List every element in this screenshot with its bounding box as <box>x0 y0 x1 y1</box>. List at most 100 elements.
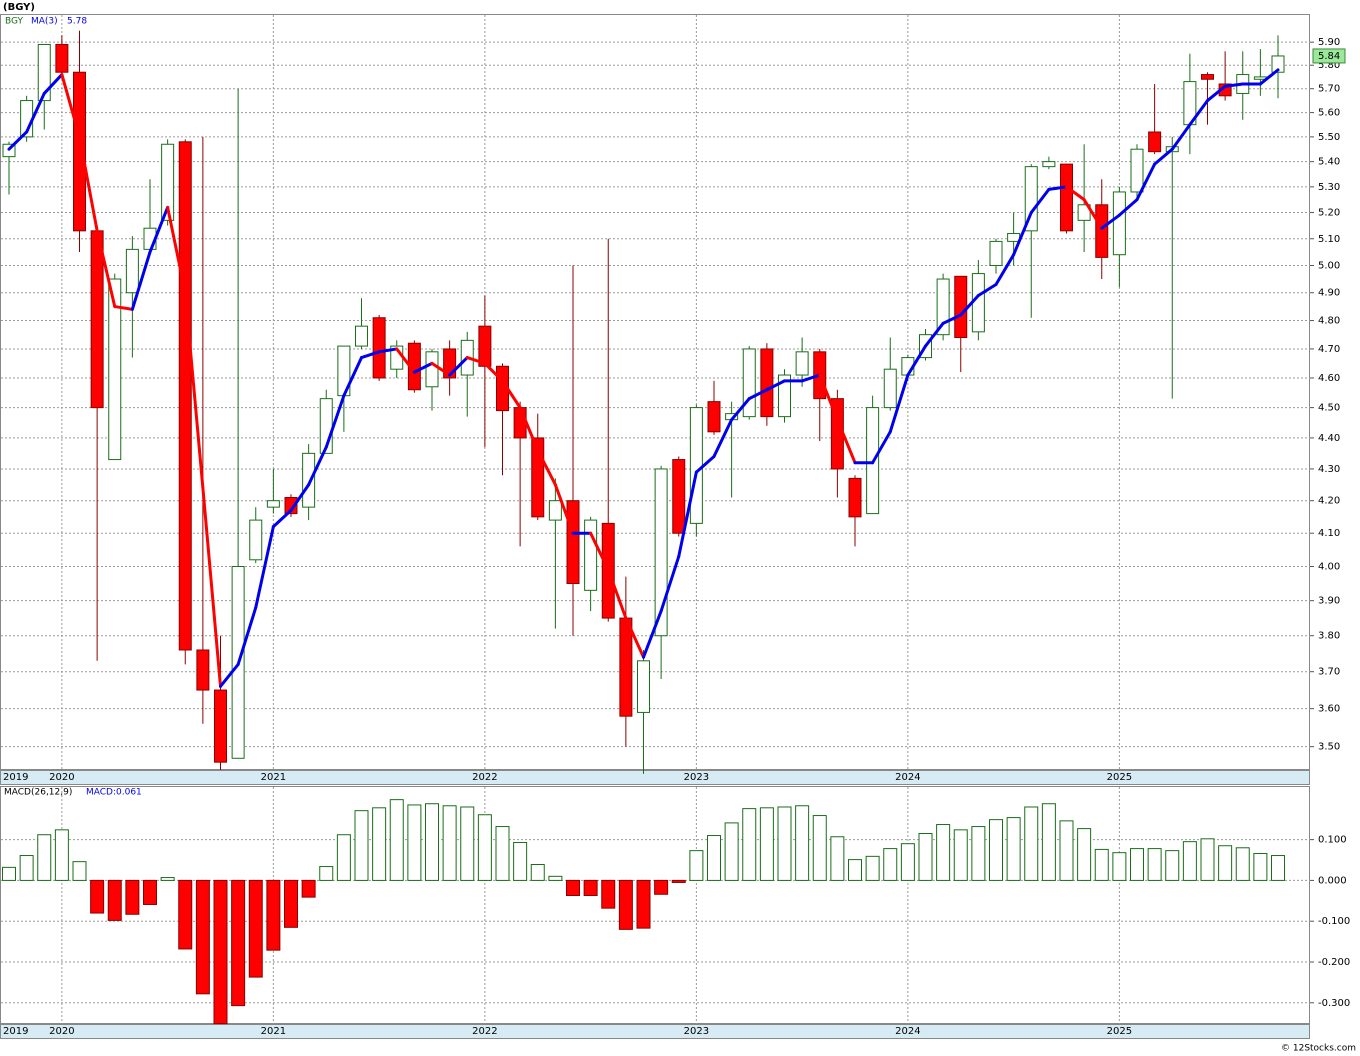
macd-bar <box>1024 806 1039 881</box>
ma-segment <box>166 205 187 295</box>
ma-segment <box>483 361 504 383</box>
macd-bar <box>900 843 915 881</box>
macd-bar <box>1041 803 1056 881</box>
macd-bar <box>759 807 774 881</box>
ma-segment <box>765 379 786 392</box>
x-tick-label: 2023 <box>684 772 709 783</box>
ma-segment <box>377 347 399 354</box>
candle-body <box>478 325 492 367</box>
ma-segment <box>1258 68 1280 86</box>
candle-body <box>108 278 122 461</box>
macd-bar <box>777 806 792 881</box>
macd-bar <box>883 848 898 881</box>
x-tick-label: 2019 <box>3 772 28 783</box>
candle-body <box>90 230 104 409</box>
ma-segment <box>7 130 29 151</box>
macd-bar <box>301 879 316 898</box>
x-tick-label: 2022 <box>472 772 497 783</box>
y-tick-label: 5.70 <box>1318 84 1340 95</box>
y-tick-label: 4.40 <box>1318 433 1340 444</box>
macd-bar <box>1147 848 1162 881</box>
macd-bar <box>354 810 369 881</box>
x-tick-label: 2020 <box>49 772 74 783</box>
ma-segment <box>448 356 469 377</box>
candle-body <box>1271 55 1285 73</box>
candle-body <box>73 71 86 232</box>
ma-segment <box>183 291 205 490</box>
ma-segment <box>501 379 522 410</box>
macd-bar <box>1200 838 1215 881</box>
x-tick-label: 2022 <box>472 1026 497 1037</box>
y-tick-label: 5.30 <box>1318 182 1340 193</box>
y-tick-label: 4.50 <box>1318 403 1340 414</box>
macd-bar <box>407 804 422 881</box>
y-tick-label: 4.00 <box>1318 562 1340 573</box>
candle-body <box>1060 163 1073 232</box>
y-tick-label: 5.50 <box>1318 132 1340 143</box>
macd-bar <box>830 836 845 881</box>
macd-bar <box>1077 828 1092 881</box>
macd-bar <box>389 799 404 881</box>
candle-body <box>178 141 192 651</box>
macd-bar <box>1271 855 1285 881</box>
ma-segment <box>236 606 258 666</box>
candle-body <box>1130 148 1144 193</box>
macd-value: MACD:0.061 <box>86 788 142 798</box>
candle-body <box>1095 204 1109 258</box>
ma-segment <box>976 282 998 297</box>
ma-segment <box>800 373 822 383</box>
candle-body <box>936 278 950 336</box>
ma-segment <box>1206 84 1227 103</box>
macd-bar <box>284 879 298 928</box>
macd-bar <box>654 879 669 895</box>
macd-bar <box>1235 847 1250 881</box>
macd-bar <box>724 822 739 881</box>
macd-bar <box>195 879 210 995</box>
candle-body <box>778 374 791 418</box>
macd-bar <box>495 826 510 881</box>
ma-segment <box>148 205 170 254</box>
candle-body <box>1024 166 1038 232</box>
macd-bar <box>231 879 246 1007</box>
ma-segment <box>1082 198 1104 230</box>
macd-bar <box>548 875 563 881</box>
y-tick-label: 5.90 <box>1318 37 1340 48</box>
macd-bar <box>707 835 721 881</box>
macd-bar <box>742 808 757 881</box>
macd-bar <box>1094 848 1109 881</box>
macd-bar <box>178 879 193 950</box>
macd-bar <box>1253 852 1268 881</box>
ma-label: MA(3) <box>31 17 58 27</box>
ma-segment <box>412 361 434 374</box>
macd-bar <box>319 866 334 881</box>
y-tick-label: 3.70 <box>1318 667 1340 678</box>
candle-body <box>654 468 668 637</box>
macd-bar <box>953 829 968 881</box>
ma-segment <box>871 430 892 465</box>
macd-bar <box>918 833 933 881</box>
macd-bar <box>125 879 140 915</box>
candle-body <box>1042 161 1056 168</box>
macd-bar <box>460 806 475 881</box>
ma-segment <box>1135 162 1157 202</box>
candle-body <box>125 248 139 294</box>
y-tick-label: 0.100 <box>1318 835 1347 846</box>
ma-segment <box>78 135 99 233</box>
ma-segment <box>1153 147 1174 166</box>
candle-body <box>1112 191 1126 256</box>
ma-segment <box>659 554 681 613</box>
macd-bar <box>618 879 633 930</box>
ma-segment <box>694 454 716 474</box>
ma-segment <box>1029 187 1051 215</box>
macd-bar <box>1182 841 1197 881</box>
macd-bar <box>513 841 528 881</box>
y-tick-label: 3.80 <box>1318 631 1340 642</box>
ma-segment <box>1117 198 1139 217</box>
ma-segment <box>835 418 857 465</box>
macd-bar <box>1112 852 1127 881</box>
y-tick-label: 4.60 <box>1318 373 1340 384</box>
macd-bar <box>266 879 281 951</box>
candle-body <box>55 43 69 73</box>
macd-bar <box>143 879 157 905</box>
y-tick-label: 3.50 <box>1318 742 1340 753</box>
